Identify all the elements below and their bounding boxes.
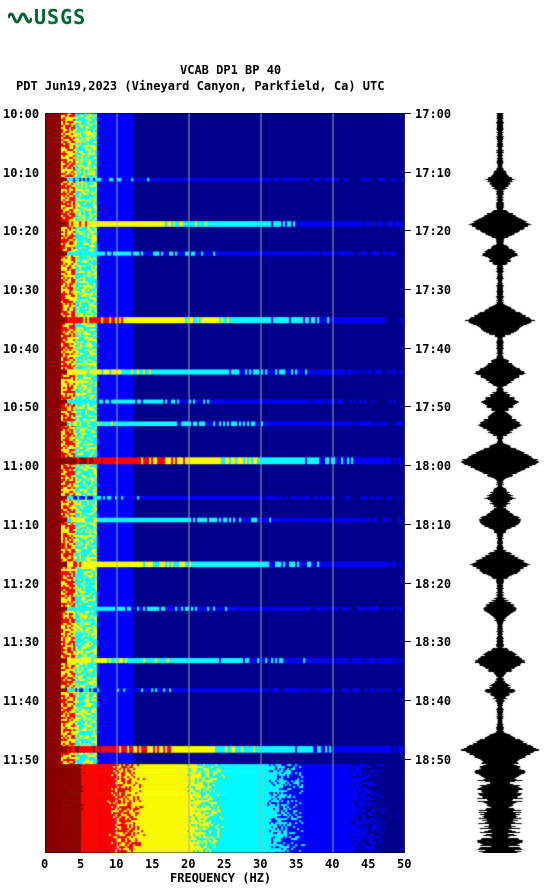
logo-text: USGS: [34, 5, 86, 29]
y-right-tick: 17:00: [415, 107, 451, 121]
x-tick: 0: [41, 857, 48, 871]
y-right-tick: 18:50: [415, 753, 451, 767]
spectrogram-chart: VCAB DP1 BP 40 PDT Jun19,2023 (Vineyard …: [0, 33, 552, 883]
x-tick: 5: [77, 857, 84, 871]
x-tick: 20: [181, 857, 195, 871]
y-left-tick: 11:50: [3, 753, 39, 767]
y-right-tick: 18:40: [415, 694, 451, 708]
y-right-tick: 18:30: [415, 635, 451, 649]
y-left-tick: 10:10: [3, 166, 39, 180]
x-tick: 30: [253, 857, 267, 871]
logo-wave-icon: [8, 4, 32, 29]
chart-title-1: VCAB DP1 BP 40: [180, 63, 281, 77]
x-tick: 50: [397, 857, 411, 871]
y-left-tick: 11:20: [3, 577, 39, 591]
y-left-tick: 10:00: [3, 107, 39, 121]
x-tick: 40: [325, 857, 339, 871]
y-right-tick: 17:20: [415, 224, 451, 238]
y-right-tick: 17:40: [415, 342, 451, 356]
x-tick: 35: [289, 857, 303, 871]
y-right-tick: 18:00: [415, 459, 451, 473]
y-right-tick: 18:20: [415, 577, 451, 591]
y-right-tick: 17:30: [415, 283, 451, 297]
y-left-tick: 11:00: [3, 459, 39, 473]
spectrogram-canvas: [45, 113, 405, 853]
y-left-tick: 11:40: [3, 694, 39, 708]
y-left-tick: 10:20: [3, 224, 39, 238]
x-tick: 25: [217, 857, 231, 871]
x-tick: 45: [361, 857, 375, 871]
x-axis-label: FREQUENCY (HZ): [170, 871, 271, 885]
y-right-tick: 18:10: [415, 518, 451, 532]
y-left-tick: 10:50: [3, 400, 39, 414]
x-tick: 10: [109, 857, 123, 871]
y-left-tick: 11:30: [3, 635, 39, 649]
x-tick: 15: [145, 857, 159, 871]
y-right-tick: 17:50: [415, 400, 451, 414]
y-left-tick: 10:40: [3, 342, 39, 356]
y-left-tick: 11:10: [3, 518, 39, 532]
chart-title-2: PDT Jun19,2023 (Vineyard Canyon, Parkfie…: [16, 79, 384, 93]
y-right-tick: 17:10: [415, 166, 451, 180]
y-left-tick: 10:30: [3, 283, 39, 297]
waveform-canvas: [460, 113, 540, 853]
usgs-logo: USGS: [0, 0, 552, 33]
